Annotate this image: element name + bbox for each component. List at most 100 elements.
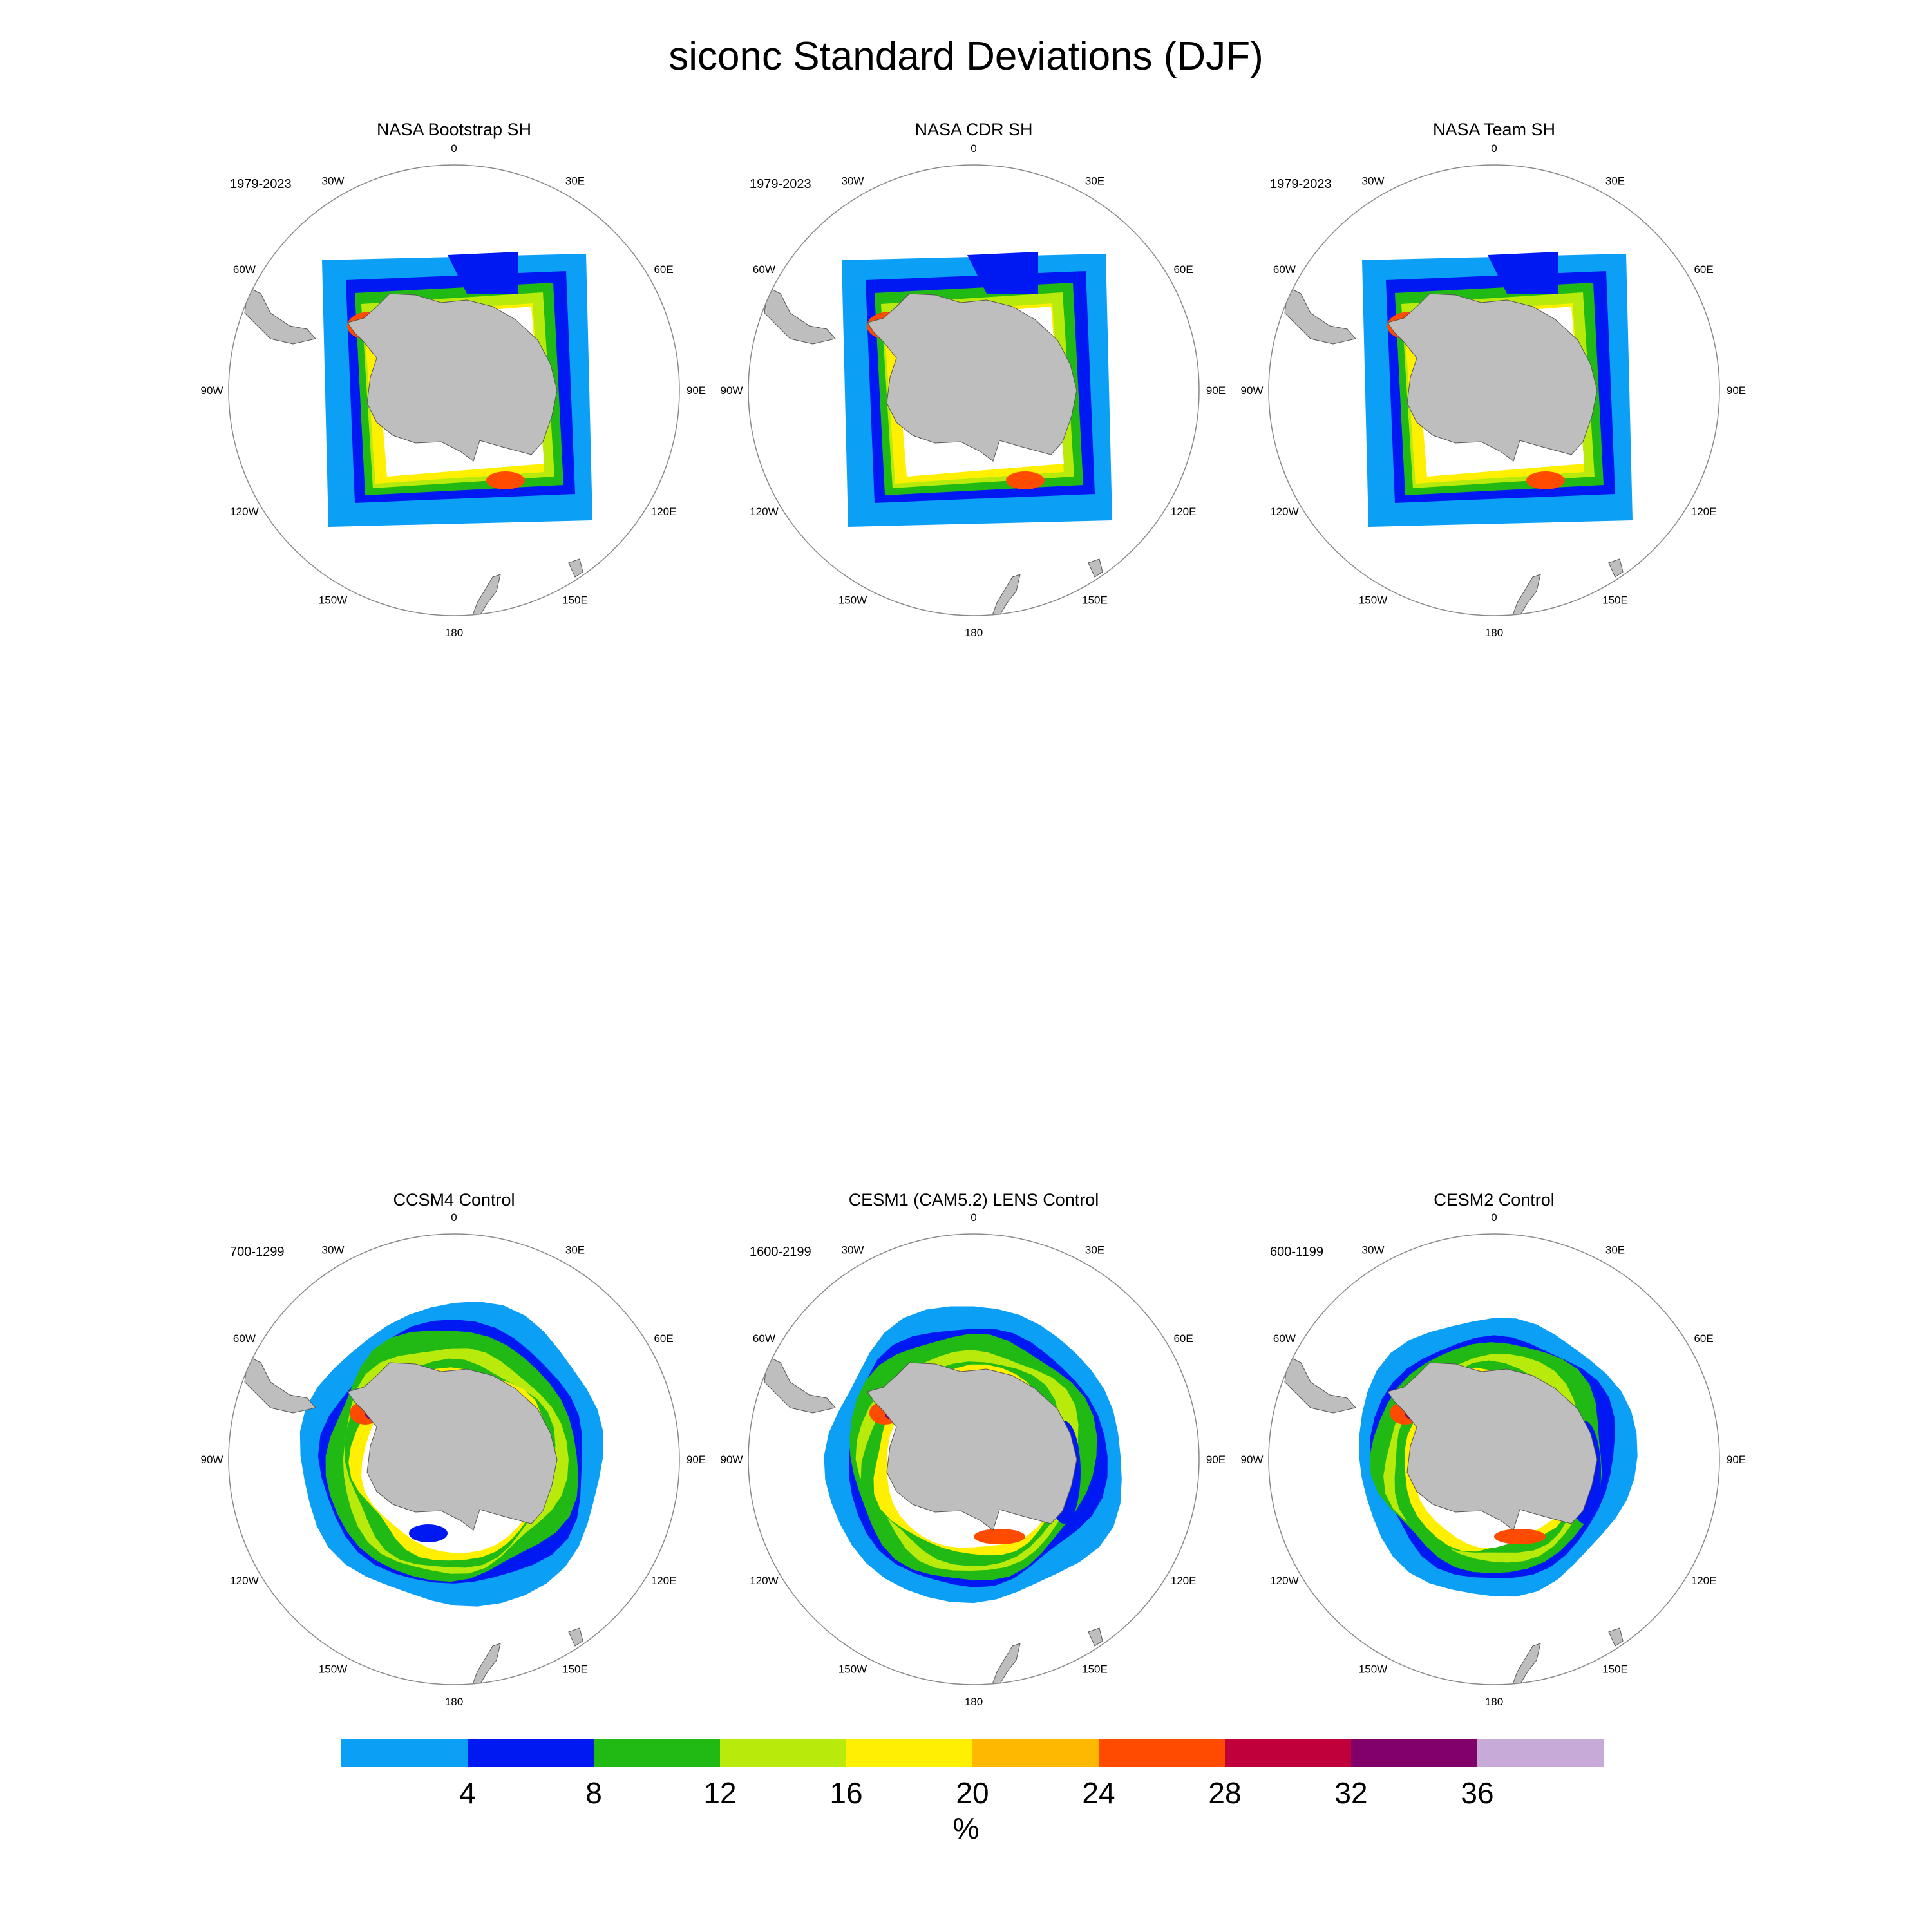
longitude-label: 120E	[1691, 1575, 1717, 1587]
polar-map: 0 30E 60E 90E 120E 150E 180 150W 120W 90W 60W 30W	[1241, 142, 1747, 639]
colorbar-swatch	[1477, 1739, 1604, 1767]
map-field	[244, 1301, 603, 1685]
panel-period: 700-1299	[230, 1245, 285, 1259]
longitude-label: 120E	[1691, 506, 1717, 518]
colorbar-tick-label: 28	[1208, 1776, 1241, 1810]
antarctica-land	[1387, 1362, 1598, 1531]
longitude-label: 60W	[753, 1332, 775, 1345]
colorbar-tick-label: 32	[1334, 1776, 1367, 1810]
longitude-label: 150E	[562, 1663, 588, 1676]
panel-title: CESM2 Control	[1434, 1190, 1555, 1209]
longitude-label: 150W	[838, 1663, 867, 1676]
longitude-label: 120E	[1171, 1575, 1197, 1587]
longitude-label: 90W	[721, 384, 743, 397]
longitude-label: 150E	[1602, 594, 1628, 607]
polar-map: 0 30E 60E 90E 120E 150E 180 150W 120W 90W 60W 30W	[201, 1211, 706, 1708]
longitude-label: 30W	[322, 1244, 345, 1256]
longitude-label: 150E	[1082, 1663, 1108, 1676]
map-boundary	[228, 1233, 680, 1685]
longitude-label: 150W	[838, 594, 867, 607]
longitude-label: 120E	[1171, 506, 1197, 518]
longitude-label: 90W	[721, 1454, 743, 1466]
colorbar-units-label: %	[952, 1812, 980, 1845]
longitude-label: 150E	[1602, 1663, 1628, 1676]
colorbar-swatch	[1099, 1739, 1225, 1767]
longitude-label: 90E	[687, 384, 706, 397]
longitude-label: 0	[971, 1211, 976, 1224]
colorbar-swatch	[341, 1739, 468, 1767]
longitude-label: 30W	[842, 175, 864, 187]
longitude-label: 120E	[651, 506, 677, 518]
longitude-label: 0	[971, 142, 976, 155]
longitude-label: 180	[445, 1696, 463, 1708]
tasmania-land	[568, 1627, 583, 1647]
tasmania-land	[1088, 1627, 1103, 1647]
longitude-label: 120W	[750, 506, 778, 518]
longitude-label: 60W	[753, 263, 775, 276]
colorbar-tick-label: 4	[459, 1776, 476, 1810]
antarctica-land	[1387, 293, 1598, 462]
south-america-land	[1284, 287, 1356, 345]
ross-hotspot	[1006, 471, 1045, 489]
colorbar-tick-label: 24	[1082, 1776, 1115, 1810]
longitude-label: 180	[445, 627, 463, 639]
map-field	[764, 252, 1112, 616]
longitude-label: 60W	[1273, 1332, 1296, 1345]
colorbar-swatch	[1225, 1739, 1351, 1767]
colorbar-tick-label: 20	[956, 1776, 989, 1810]
new-zealand-land	[991, 574, 1021, 616]
map-field	[764, 1306, 1122, 1685]
south-america-land	[244, 287, 316, 345]
polar-map: 0 30E 60E 90E 120E 150E 180 150W 120W 90W 60W 30W	[721, 142, 1226, 639]
map-boundary	[228, 164, 680, 616]
longitude-label: 0	[1491, 142, 1497, 155]
polar-map: 0 30E 60E 90E 120E 150E 180 150W 120W 90W 60W 30W	[721, 1211, 1226, 1708]
longitude-label: 30W	[322, 175, 345, 187]
colorbar-swatch	[468, 1739, 594, 1767]
longitude-label: 30E	[565, 1244, 585, 1256]
colorbar-tick-label: 16	[829, 1776, 862, 1810]
panel-title: NASA Team SH	[1432, 120, 1556, 139]
longitude-label: 0	[1491, 1211, 1497, 1224]
new-zealand-land	[1511, 1643, 1541, 1685]
longitude-label: 30E	[565, 175, 585, 187]
longitude-label: 90E	[1206, 1454, 1226, 1466]
longitude-label: 150W	[1359, 594, 1387, 607]
longitude-label: 30E	[1085, 175, 1104, 187]
longitude-label: 90E	[687, 1454, 706, 1466]
longitude-label: 180	[1485, 1696, 1503, 1708]
longitude-label: 150W	[1359, 1663, 1387, 1676]
weddell-north-band	[967, 252, 1038, 294]
longitude-label: 60E	[1173, 263, 1193, 276]
antarctica-land	[347, 1362, 558, 1531]
new-zealand-land	[991, 1643, 1021, 1685]
map-boundary	[748, 1233, 1200, 1685]
longitude-label: 60W	[233, 263, 256, 276]
panel-period: 1600-2199	[750, 1245, 811, 1259]
longitude-label: 0	[451, 142, 457, 155]
ross-hotspot	[486, 471, 525, 489]
panel-title: CESM1 (CAM5.2) LENS Control	[848, 1190, 1099, 1209]
longitude-label: 90W	[1241, 1454, 1264, 1466]
longitude-label: 150E	[562, 594, 588, 607]
longitude-label: 120E	[651, 1575, 677, 1587]
colorbar-swatch	[972, 1739, 1099, 1767]
panel-period: 1979-2023	[1270, 177, 1332, 191]
longitude-label: 150W	[319, 1663, 347, 1676]
south-america-land	[764, 1356, 836, 1414]
longitude-label: 30E	[1605, 1244, 1625, 1256]
map-boundary	[748, 164, 1200, 616]
longitude-label: 30W	[842, 1244, 864, 1256]
polar-map: 0 30E 60E 90E 120E 150E 180 150W 120W 90W 60W 30W	[201, 142, 706, 639]
new-zealand-land	[1511, 574, 1541, 616]
colorbar-swatch	[594, 1739, 720, 1767]
tasmania-land	[1608, 1627, 1624, 1647]
antarctica-land	[867, 293, 1077, 462]
antarctica-land	[347, 293, 558, 462]
longitude-label: 90E	[1727, 384, 1746, 397]
longitude-label: 180	[1485, 627, 1503, 639]
longitude-label: 30W	[1362, 1244, 1385, 1256]
panel-period: 1979-2023	[230, 177, 292, 191]
colorbar-swatch	[846, 1739, 972, 1767]
longitude-label: 60W	[1273, 263, 1296, 276]
